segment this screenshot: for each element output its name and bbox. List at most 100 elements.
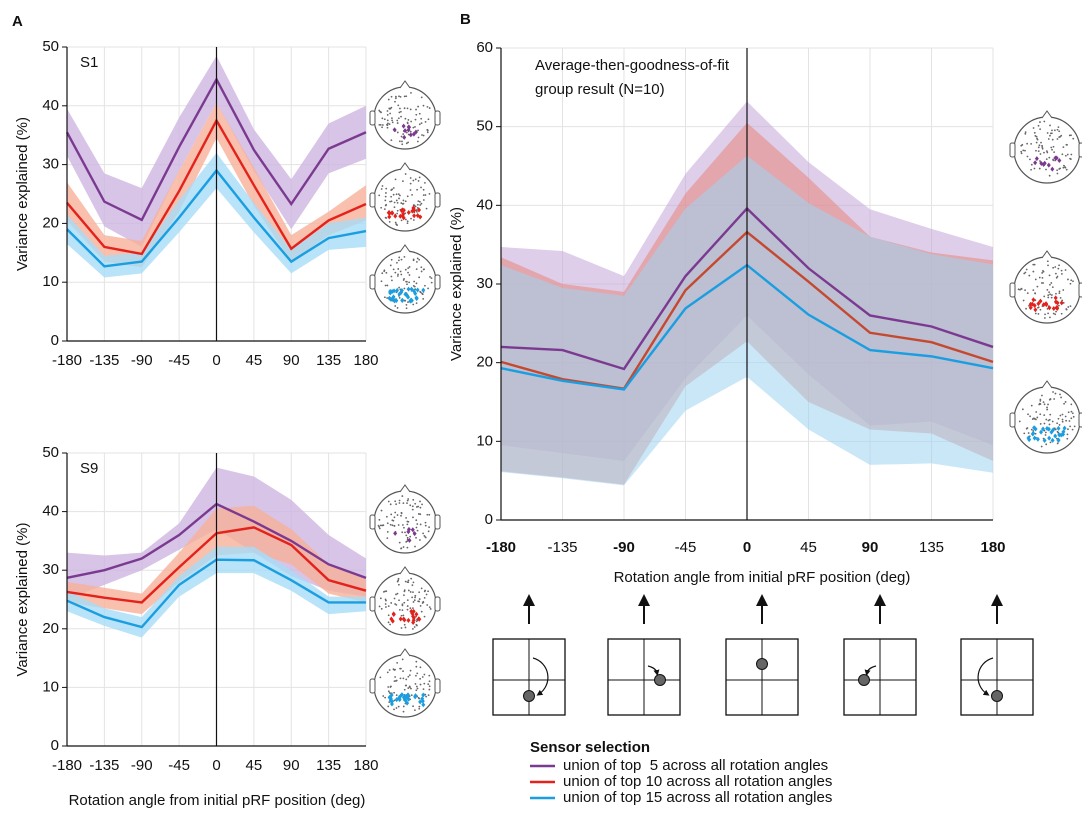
sensor <box>1071 412 1074 415</box>
sensor <box>412 303 415 306</box>
sensor <box>428 107 431 109</box>
sensor <box>1051 148 1053 151</box>
sensor <box>393 525 396 527</box>
sensor <box>400 115 402 118</box>
sensor <box>1042 270 1045 273</box>
selected-sensor <box>415 287 420 293</box>
ear <box>434 110 441 126</box>
sensor <box>393 699 396 702</box>
sensor <box>396 224 398 226</box>
sensor <box>387 500 390 503</box>
sensor <box>1058 290 1061 293</box>
sensor <box>403 287 406 290</box>
sensor <box>1038 144 1041 147</box>
sensor <box>1036 138 1039 141</box>
sensor <box>389 112 392 115</box>
y-tick-label: 10 <box>476 432 493 449</box>
sensor <box>403 601 406 604</box>
sensor <box>430 277 433 280</box>
sensor <box>396 209 399 212</box>
sensor <box>387 621 390 624</box>
sensor <box>397 577 400 580</box>
selected-sensor <box>403 128 408 134</box>
selected-sensor <box>1051 305 1056 311</box>
sensor <box>1041 272 1044 274</box>
selected-sensor <box>402 694 407 700</box>
sensor <box>1058 136 1061 138</box>
sensor <box>1032 289 1035 291</box>
sensor <box>422 134 425 137</box>
sensor <box>418 598 421 600</box>
sensor <box>403 526 405 529</box>
x-tick-label: -135 <box>89 352 119 369</box>
sensor <box>416 261 418 263</box>
sensor <box>1065 419 1068 422</box>
panel-label: A <box>12 13 23 30</box>
sensor <box>414 125 416 128</box>
sensor <box>393 597 396 600</box>
sensor <box>399 270 402 273</box>
sensor <box>1048 274 1051 277</box>
sensor <box>395 193 398 196</box>
sensor <box>410 91 412 94</box>
sensor <box>1069 305 1072 307</box>
sensor <box>379 676 382 679</box>
sensor <box>406 121 409 124</box>
sensor <box>1044 434 1047 436</box>
sensor <box>1037 146 1040 149</box>
nose <box>399 162 411 171</box>
sensor <box>406 195 409 198</box>
selected-sensor <box>1047 435 1052 441</box>
selected-sensor <box>1059 300 1064 306</box>
sensor <box>1022 149 1025 152</box>
sensor <box>1052 391 1054 393</box>
sensor <box>1046 260 1049 263</box>
sensor <box>399 110 402 113</box>
y-tick-label: 0 <box>485 511 493 528</box>
sensor <box>416 523 419 525</box>
sensor <box>406 220 409 223</box>
selected-sensor <box>407 537 412 543</box>
selected-sensor <box>1038 298 1043 304</box>
selected-sensor <box>1041 426 1046 432</box>
sensor <box>1054 392 1057 395</box>
sensor <box>1050 132 1053 135</box>
sensor <box>1018 420 1021 423</box>
sensor <box>401 531 404 534</box>
selected-sensor <box>397 695 402 701</box>
sensor <box>414 709 416 712</box>
sensor <box>1039 128 1042 131</box>
sensor <box>1049 134 1051 137</box>
prf-position <box>756 658 768 670</box>
sensor <box>392 268 395 271</box>
selected-sensor <box>387 210 392 216</box>
selected-sensor <box>1057 157 1062 163</box>
sensor <box>422 104 425 107</box>
panel-label: B <box>460 11 471 28</box>
rotation-diagram <box>960 594 1034 716</box>
legend-title: Sensor selection <box>530 739 650 756</box>
sensor <box>386 531 389 533</box>
sensor <box>391 279 393 282</box>
sensor <box>420 266 423 269</box>
sensor <box>409 591 412 593</box>
sensor <box>1046 288 1049 291</box>
sensor <box>1035 149 1037 152</box>
sensor <box>388 669 391 671</box>
sensor <box>403 255 406 258</box>
sensor <box>417 105 420 108</box>
sensor <box>1046 307 1049 310</box>
sensor <box>419 683 422 686</box>
sensor <box>403 623 406 626</box>
sensor <box>388 123 391 126</box>
head-icon <box>1009 110 1082 184</box>
sensor <box>390 200 393 203</box>
sensor <box>416 672 419 675</box>
sensor <box>391 119 394 122</box>
x-tick-label: 45 <box>246 352 263 369</box>
sensor <box>420 270 423 273</box>
sensor <box>387 614 390 617</box>
head-icon <box>369 648 441 718</box>
selected-sensor <box>409 298 414 304</box>
sensor <box>1045 418 1048 421</box>
